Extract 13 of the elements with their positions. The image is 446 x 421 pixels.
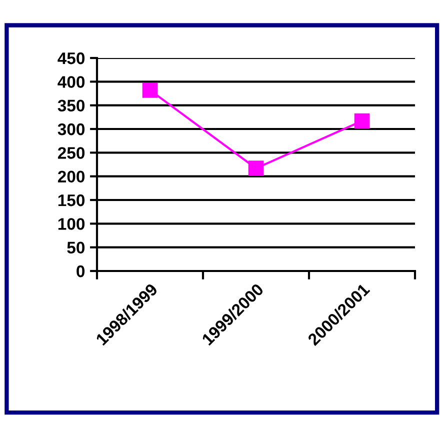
point: [142, 82, 158, 98]
point: [248, 160, 264, 176]
y-tick-label: 450: [58, 52, 85, 64]
y-tick-label: 350: [58, 100, 85, 112]
y-tick-label: 150: [58, 194, 85, 206]
y-tick-label: 0: [76, 265, 85, 278]
y-tick-label: 100: [58, 218, 85, 230]
y-tick-label: 400: [58, 76, 85, 88]
y-tick-label: 200: [58, 170, 85, 183]
y-tick-label: 250: [58, 147, 85, 159]
y-tick-label: 300: [58, 123, 85, 136]
y-tick-label: 50: [67, 242, 85, 254]
point: [354, 113, 370, 129]
